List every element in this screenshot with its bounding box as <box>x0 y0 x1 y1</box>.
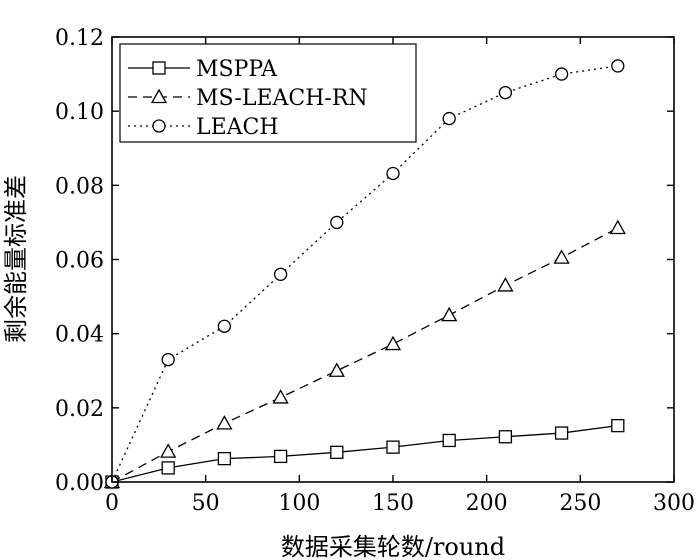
data-point <box>161 352 175 367</box>
y-tick-label: 0.02 <box>55 397 104 422</box>
legend-box <box>119 43 417 143</box>
legend-label: MSPPA <box>196 57 278 82</box>
data-point <box>273 449 288 464</box>
data-point <box>384 335 402 351</box>
data-point <box>330 215 344 230</box>
y-axis-title: 剩余能量标准差 <box>2 175 30 343</box>
ticks-layer: 0 50 100 150 200 250 300 0.00 0.02 0.04 0.06 0.08 0.… <box>55 26 695 516</box>
series-ms-leach-rn <box>103 219 626 489</box>
data-point <box>554 426 569 440</box>
y-tick-label: 0.00 <box>55 471 104 496</box>
data-point <box>272 389 289 404</box>
data-point <box>330 445 344 459</box>
data-point <box>273 267 288 281</box>
x-axis-title: 数据采集轮数/round <box>281 533 505 560</box>
series-leach <box>105 59 625 489</box>
x-tick-label: 200 <box>466 491 508 516</box>
data-point <box>498 85 513 100</box>
y-tick-label: 0.10 <box>55 100 104 125</box>
data-point <box>611 418 625 433</box>
data-point <box>442 111 456 126</box>
legend: MSPPA MS-LEACH-RN LEACH <box>119 43 417 143</box>
data-point <box>554 67 569 81</box>
series-msppa <box>105 418 625 489</box>
x-tick-label: 100 <box>278 491 320 516</box>
data-point <box>498 430 513 444</box>
data-point <box>442 433 456 448</box>
x-tick-label: 0 <box>105 491 119 516</box>
x-tick-label: 150 <box>372 491 414 516</box>
data-point <box>160 443 177 458</box>
legend-marker <box>152 61 166 75</box>
series-line <box>111 424 618 483</box>
legend-items: MSPPA MS-LEACH-RN LEACH <box>128 57 368 140</box>
x-tick-label: 300 <box>653 491 695 516</box>
data-point <box>609 219 626 235</box>
data-point <box>553 249 570 264</box>
data-point <box>441 306 458 322</box>
legend-label: LEACH <box>196 115 279 140</box>
data-point <box>217 319 232 333</box>
y-tick-label: 0.12 <box>55 26 104 51</box>
data-point <box>497 277 514 292</box>
data-point <box>386 440 400 454</box>
legend-item: LEACH <box>128 115 279 140</box>
data-point <box>611 59 625 73</box>
data-point <box>161 461 175 475</box>
x-tick-label: 250 <box>559 491 601 516</box>
data-point <box>328 362 345 377</box>
legend-marker <box>152 119 166 133</box>
legend-item: MSPPA <box>128 57 278 82</box>
x-tick-label: 50 <box>192 491 220 516</box>
data-point <box>217 451 232 466</box>
legend-label: MS-LEACH-RN <box>196 86 368 111</box>
legend-marker <box>150 88 168 104</box>
data-point <box>386 166 400 181</box>
y-tick-label: 0.04 <box>55 323 104 348</box>
y-tick-label: 0.06 <box>55 249 104 274</box>
y-tick-label: 0.08 <box>55 174 104 199</box>
legend-item: MS-LEACH-RN <box>128 86 368 111</box>
series-line <box>111 65 618 483</box>
series-line <box>111 227 619 483</box>
series-layer <box>103 59 626 489</box>
data-point <box>216 415 233 430</box>
